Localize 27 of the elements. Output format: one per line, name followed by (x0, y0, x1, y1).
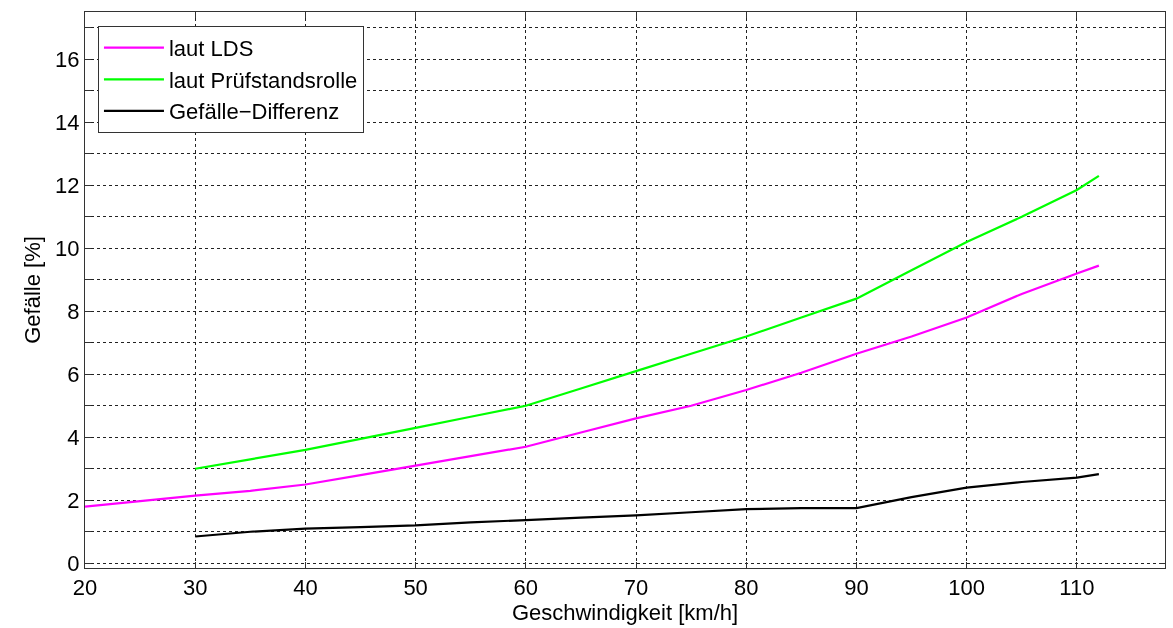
y-tick-label: 16 (55, 46, 80, 72)
x-tick-label: 80 (733, 575, 759, 601)
line-series (194, 174, 1100, 470)
y-tick-label: 4 (67, 424, 80, 450)
y-tick-label: 8 (67, 298, 80, 324)
legend-label: Gefälle−Differenz (168, 99, 340, 125)
x-tick-label: 20 (72, 575, 98, 601)
line-series (85, 264, 1100, 508)
y-tick-label: 0 (67, 550, 80, 576)
legend-label: laut LDS (168, 36, 254, 62)
x-tick-label: 30 (182, 575, 208, 601)
x-tick-label: 70 (623, 575, 649, 601)
x-tick-label: 60 (513, 575, 539, 601)
x-tick-label: 100 (948, 575, 985, 601)
y-axis-title: Gefälle [%] (19, 236, 45, 344)
x-tick-label: 110 (1059, 575, 1095, 601)
x-tick-label: 90 (844, 575, 869, 601)
x-tick-label: 50 (403, 575, 428, 601)
x-axis-title: Geschwindigkeit [km/h] (511, 600, 739, 626)
y-tick-label: 2 (67, 487, 80, 513)
line-series (194, 473, 1100, 538)
legend-label: laut Prüfstandsrolle (168, 67, 358, 93)
x-tick-label: 40 (293, 575, 318, 601)
y-tick-label: 6 (67, 361, 80, 387)
y-tick-label: 12 (55, 172, 80, 198)
y-tick-label: 10 (55, 235, 80, 261)
y-tick-label: 14 (55, 109, 80, 135)
